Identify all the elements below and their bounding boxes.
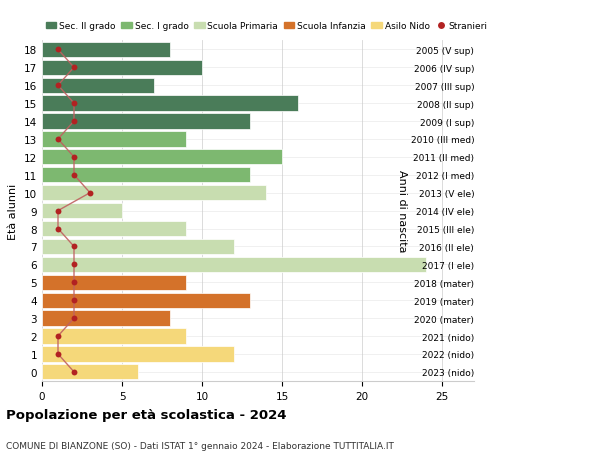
Bar [42,114,250,129]
Bar [42,150,282,165]
Legend: Sec. II grado, Sec. I grado, Scuola Primaria, Scuola Infanzia, Asilo Nido, Stran: Sec. II grado, Sec. I grado, Scuola Prim… [42,18,491,34]
Point [53,333,63,340]
Point [69,261,79,269]
Bar [42,132,186,147]
Point [69,243,79,251]
Bar [42,364,138,380]
Point [69,64,79,72]
Bar [42,43,170,58]
Point [69,279,79,286]
Bar [42,221,186,237]
Bar [42,275,186,290]
Point [69,369,79,376]
Bar [42,61,202,76]
Bar [42,168,250,183]
Bar [42,96,298,112]
Bar [42,329,186,344]
Text: COMUNE DI BIANZONE (SO) - Dati ISTAT 1° gennaio 2024 - Elaborazione TUTTITALIA.I: COMUNE DI BIANZONE (SO) - Dati ISTAT 1° … [6,441,394,450]
Y-axis label: Anni di nascita: Anni di nascita [397,170,407,252]
Bar [42,239,234,254]
Bar [42,311,170,326]
Y-axis label: Età alunni: Età alunni [8,183,19,239]
Point [85,190,95,197]
Point [53,351,63,358]
Point [69,315,79,322]
Point [53,46,63,54]
Bar [42,185,266,201]
Point [53,207,63,215]
Point [69,100,79,107]
Point [69,118,79,125]
Bar [42,257,426,272]
Point [69,154,79,161]
Text: Popolazione per età scolastica - 2024: Popolazione per età scolastica - 2024 [6,409,287,421]
Bar [42,347,234,362]
Bar [42,78,154,94]
Point [53,136,63,143]
Bar [42,293,250,308]
Point [69,297,79,304]
Point [53,82,63,90]
Bar [42,203,122,219]
Point [69,172,79,179]
Point [53,225,63,233]
